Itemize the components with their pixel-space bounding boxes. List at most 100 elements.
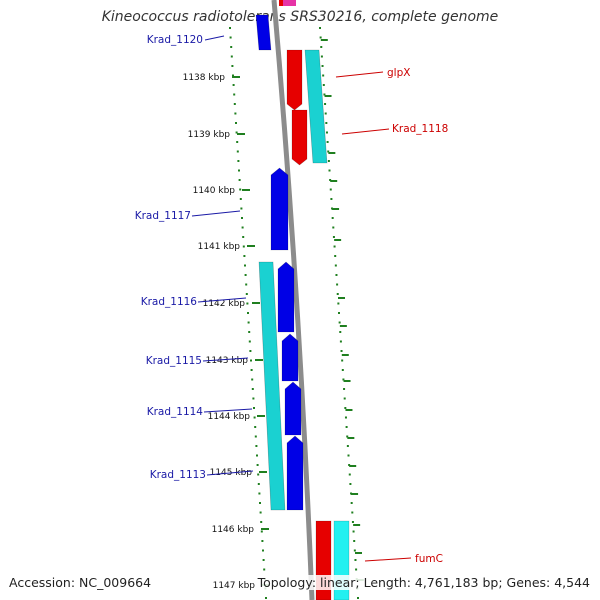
tick-dot-inner — [254, 435, 257, 438]
tick-dot-inner — [260, 521, 263, 523]
gene-krad-1113 — [286, 435, 304, 511]
tick-dot-outer — [353, 549, 356, 552]
tick-dot-inner — [230, 55, 233, 58]
tick-dot-inner — [250, 369, 253, 371]
gene-label-leader — [364, 557, 412, 562]
gene-label: Krad_1113 — [150, 469, 206, 481]
tick-dot-inner — [244, 264, 246, 267]
tick-dot-outer — [320, 55, 323, 58]
gene-cyan-inner — [258, 261, 286, 511]
tick-dot-inner — [236, 150, 239, 153]
tick-dot-outer — [332, 226, 335, 229]
tick-dot-inner — [229, 36, 232, 39]
tick-dot-outer — [319, 36, 322, 39]
tick-dot-inner — [241, 217, 243, 219]
gene-label: Krad_1118 — [392, 123, 448, 135]
gene-top-magenta — [283, 0, 296, 6]
tick-dot-outer — [330, 198, 333, 200]
tick-dot-inner — [258, 492, 261, 495]
tick-dot-inner — [265, 597, 267, 599]
tick-dot-outer — [323, 93, 326, 96]
tick-dot-outer — [324, 103, 327, 105]
tick-dot-inner — [252, 397, 255, 400]
tick-dot-inner — [244, 274, 247, 276]
accession-text: Accession: NC_009664 — [9, 575, 152, 590]
tick-dot-outer — [348, 473, 351, 476]
backbone-line — [271, 0, 315, 600]
tick-dot-inner — [234, 112, 237, 115]
tick-dot-outer — [350, 502, 353, 504]
tick-dot-inner — [259, 502, 261, 504]
tick-dot-inner — [242, 236, 245, 238]
tick-dot-inner — [259, 511, 262, 514]
tick-dot-outer — [343, 388, 346, 390]
ruler-label: 1139 kbp — [188, 130, 231, 140]
tick-dot-outer — [333, 245, 336, 248]
tick-dot-outer — [336, 283, 339, 286]
gene-label-leader — [335, 71, 384, 78]
tick-dot-outer — [327, 150, 330, 153]
tick-dot-inner — [240, 207, 243, 210]
tick-dot-outer — [341, 369, 344, 371]
gene-labels: Krad_1120 glpX Krad_1118 Krad_1117 Krad_1116… — [135, 34, 449, 565]
gene-krad-1114 — [284, 381, 302, 436]
gene-krad-1115 — [281, 333, 299, 382]
tick-dot-outer — [325, 131, 328, 134]
tick-dot-inner — [229, 27, 231, 29]
tick-dot-inner — [238, 169, 240, 172]
gene-label-leader — [206, 470, 254, 476]
gene-features — [255, 0, 350, 600]
tick-dot-outer — [334, 255, 337, 257]
tick-dot-outer — [337, 302, 340, 305]
tick-dot-outer — [341, 359, 344, 362]
tick-dot-outer — [334, 264, 337, 267]
gene-label: Krad_1120 — [147, 34, 203, 46]
gene-label: Krad_1114 — [147, 406, 204, 418]
tick-dot-inner — [235, 122, 237, 124]
gene-krad-1120 — [255, 14, 272, 51]
ruler-label: 1143 kbp — [206, 356, 249, 366]
summary-text: Topology: linear; Length: 4,761,183 bp; … — [257, 575, 590, 590]
tick-dot-inner — [239, 188, 242, 191]
tick-dot-outer — [344, 407, 347, 409]
tick-dot-inner — [251, 388, 254, 390]
tick-dot-outer — [335, 274, 338, 276]
tick-dot-outer — [322, 84, 325, 86]
gene-glpx — [286, 49, 303, 111]
tick-dot-outer — [331, 207, 334, 210]
tick-dot-outer — [344, 416, 347, 419]
tick-dot-outer — [332, 236, 335, 238]
gene-label: Krad_1117 — [135, 210, 191, 222]
ruler-label: 1142 kbp — [203, 299, 246, 309]
ruler-label: 1146 kbp — [212, 525, 255, 535]
tick-dot-outer — [339, 340, 342, 343]
tick-dot-outer — [350, 492, 353, 495]
tick-dot-outer — [348, 464, 351, 466]
tick-dot-outer — [319, 27, 321, 29]
tick-dot-inner — [253, 407, 255, 409]
tick-dot-inner — [257, 473, 260, 476]
gene-label: Krad_1116 — [141, 296, 198, 308]
gene-label: fumC — [415, 553, 443, 565]
tick-dot-inner — [232, 74, 234, 77]
tick-dot-outer — [338, 312, 340, 314]
tick-dot-outer — [331, 217, 334, 219]
tick-dot-inner — [256, 464, 259, 466]
gene-label-leader — [197, 297, 247, 303]
tick-dot-outer — [325, 122, 328, 124]
ruler-label: 1140 kbp — [193, 186, 236, 196]
gene-krad-1116 — [277, 261, 295, 333]
ruler-label: 1141 kbp — [198, 242, 241, 252]
tick-dot-outer — [329, 179, 332, 181]
tick-dot-outer — [351, 511, 354, 514]
gene-label-leader — [341, 128, 390, 135]
tick-dot-inner — [255, 445, 258, 447]
tick-dots — [229, 27, 364, 599]
tick-dot-outer — [327, 160, 330, 162]
tick-dot-inner — [235, 131, 238, 134]
tick-dot-outer — [321, 65, 324, 67]
tick-dot-inner — [245, 283, 248, 286]
gene-label-leader — [202, 357, 249, 362]
tick-dot-inner — [254, 426, 257, 428]
